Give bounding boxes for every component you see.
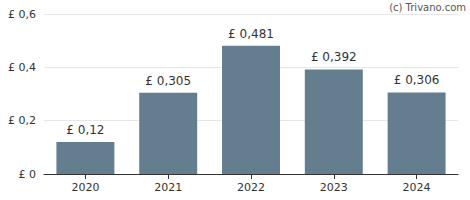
svg-text:2020: 2020 <box>71 181 99 194</box>
svg-text:£ 0,12: £ 0,12 <box>66 123 104 137</box>
svg-text:£ 0,6: £ 0,6 <box>8 8 36 21</box>
svg-text:£ 0,2: £ 0,2 <box>8 114 36 127</box>
svg-text:2022: 2022 <box>237 181 265 194</box>
svg-text:£ 0: £ 0 <box>19 168 37 181</box>
svg-text:2023: 2023 <box>320 181 348 194</box>
svg-text:£ 0,392: £ 0,392 <box>311 50 357 64</box>
svg-text:2024: 2024 <box>403 181 431 194</box>
svg-text:2021: 2021 <box>154 181 182 194</box>
svg-text:(c) Trivano.com: (c) Trivano.com <box>389 2 466 13</box>
svg-text:£ 0,305: £ 0,305 <box>145 74 191 88</box>
svg-text:£ 0,306: £ 0,306 <box>394 73 440 87</box>
svg-text:£ 0,481: £ 0,481 <box>228 27 274 41</box>
svg-text:£ 0,4: £ 0,4 <box>8 61 36 74</box>
